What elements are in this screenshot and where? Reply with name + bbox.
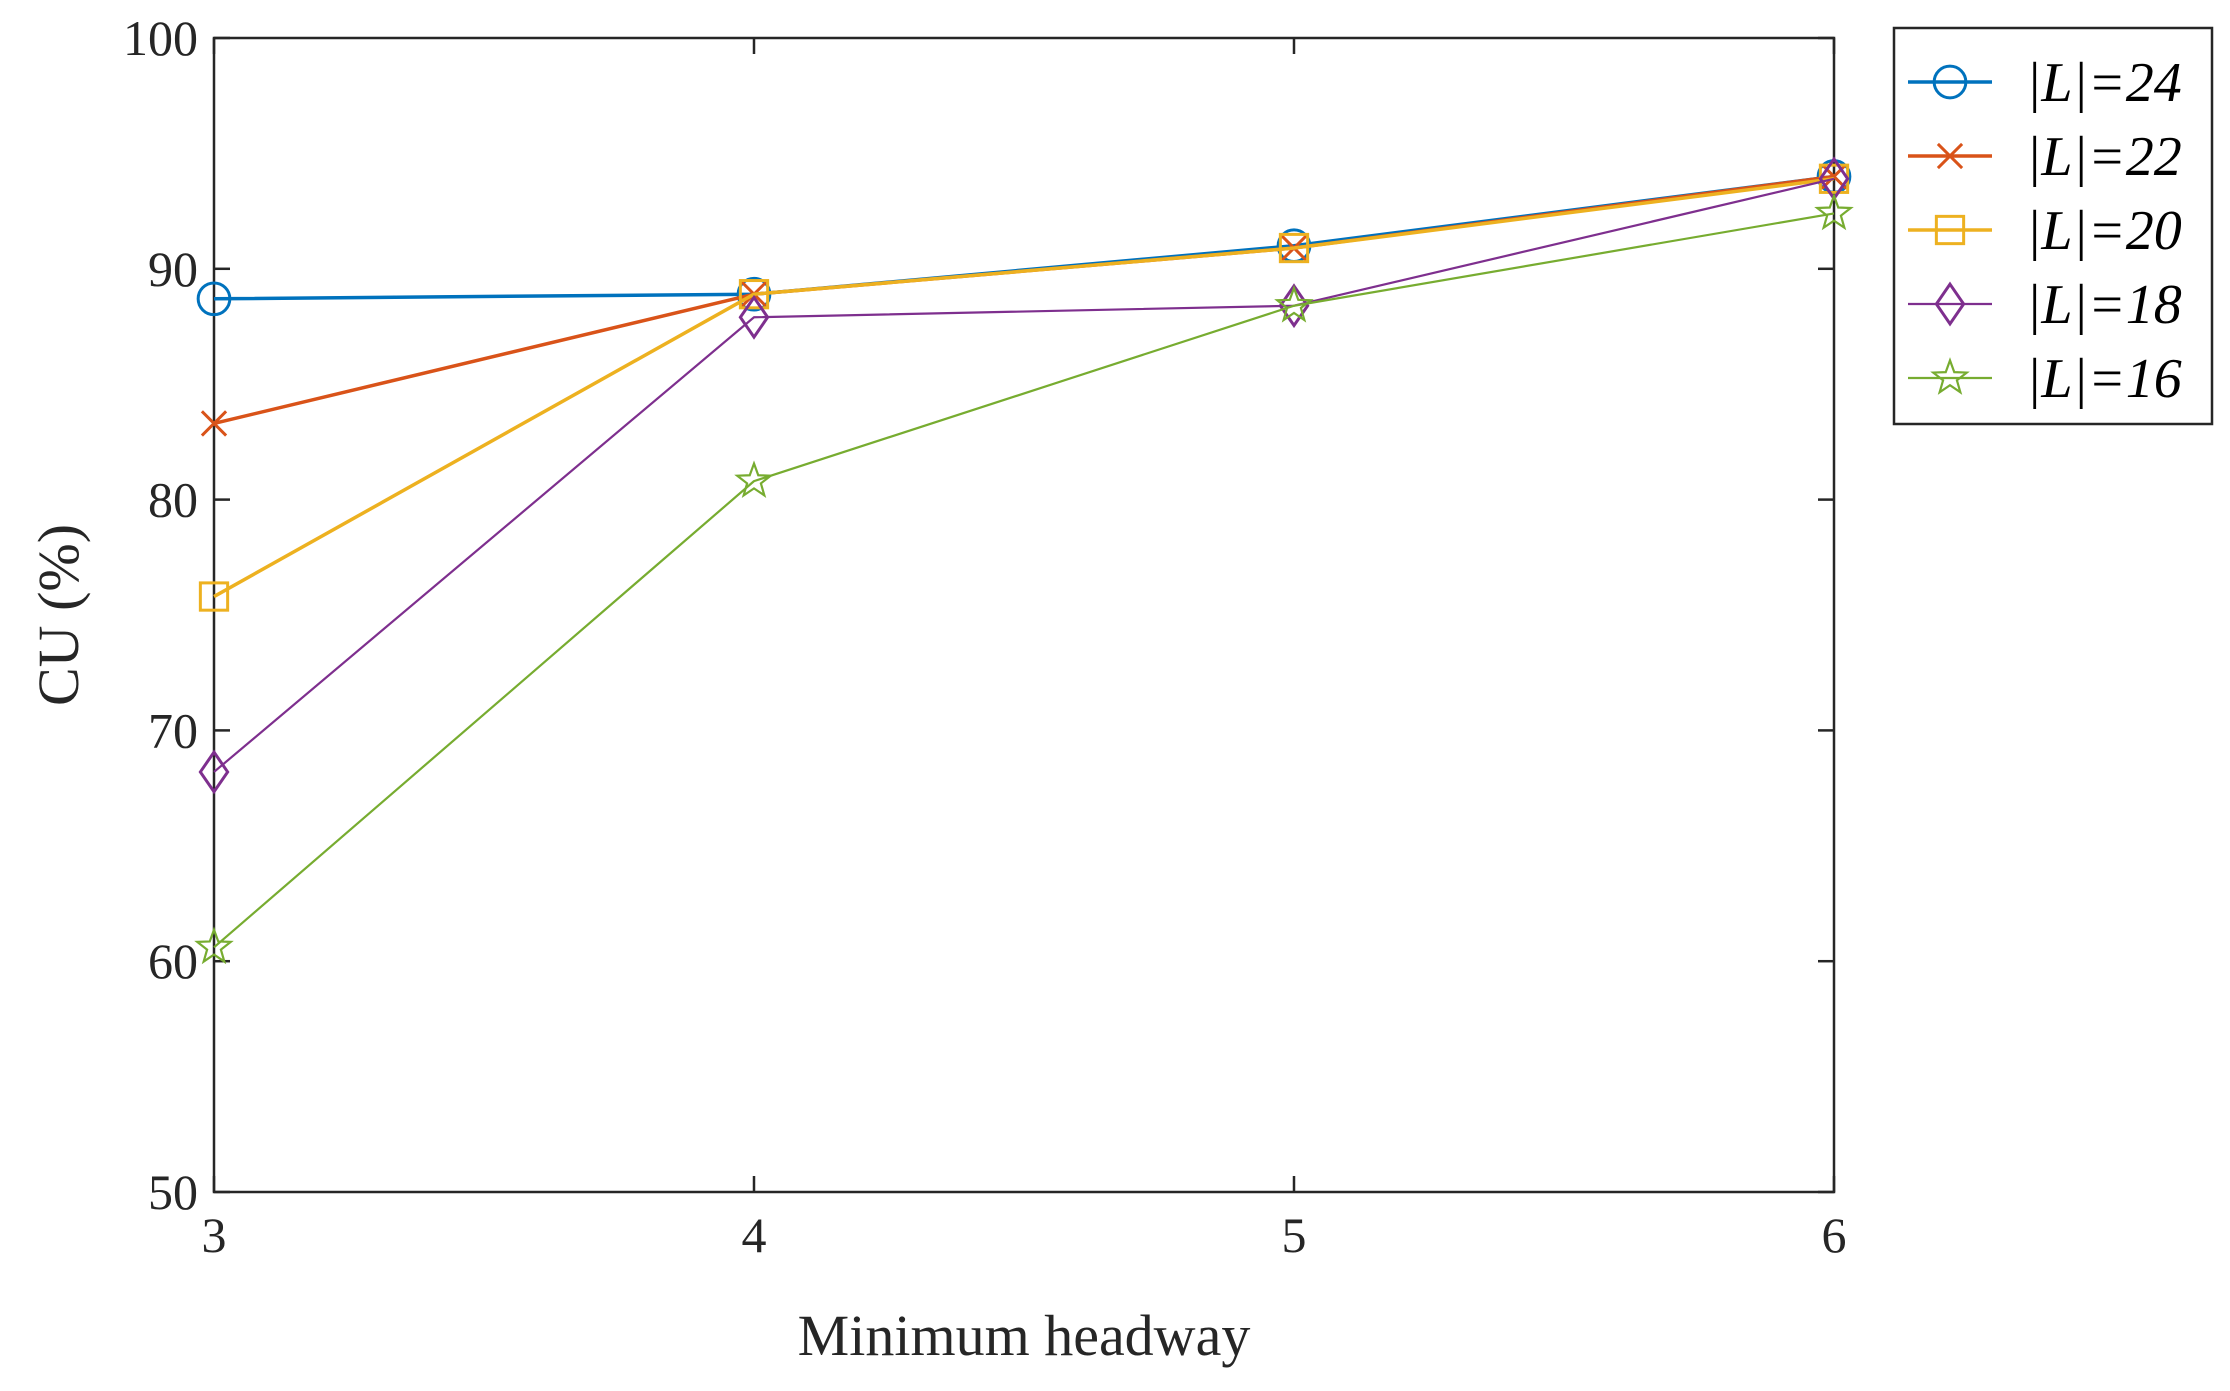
legend-label: |L|=16 bbox=[2026, 348, 2182, 410]
marker-circle bbox=[196, 281, 232, 317]
legend-item: |L|=20 bbox=[1908, 200, 2182, 262]
legend-item: |L|=16 bbox=[1908, 348, 2182, 410]
legend-box bbox=[1892, 26, 2214, 426]
marker-x bbox=[200, 410, 228, 437]
legend-label: |L|=22 bbox=[2026, 126, 2182, 188]
y-tick-label: 60 bbox=[148, 933, 198, 989]
x-tick-label: 6 bbox=[1822, 1207, 1847, 1263]
marker-star bbox=[194, 926, 234, 965]
series-line bbox=[213, 174, 1835, 301]
legend-label: |L|=18 bbox=[2026, 274, 2182, 336]
legend-item: |L|=24 bbox=[1908, 52, 2182, 114]
y-tick-label: 80 bbox=[148, 472, 198, 528]
series-circle bbox=[196, 159, 1852, 317]
legend-item: |L|=18 bbox=[1908, 274, 2182, 336]
marker-star bbox=[1930, 357, 1970, 395]
y-axis-label: CU (%) bbox=[26, 524, 91, 706]
axes-box bbox=[212, 36, 1836, 1194]
marker-diamond bbox=[1934, 281, 1966, 327]
marker-square bbox=[1278, 232, 1310, 264]
legend-items: |L|=24 |L|=22 |L|=20 |L|=18 |L|=16 bbox=[1908, 52, 2182, 410]
marker-star bbox=[1814, 192, 1854, 231]
tick-labels: 3 4 5 6 50 60 70 80 90 100 bbox=[123, 10, 1847, 1263]
marker-circle bbox=[1932, 64, 1968, 100]
y-tick-label: 90 bbox=[148, 241, 198, 297]
legend-label: |L|=20 bbox=[2026, 200, 2182, 262]
series-line bbox=[213, 177, 1835, 599]
series-line bbox=[213, 174, 1835, 426]
marker-diamond bbox=[738, 294, 770, 340]
marker-x bbox=[1936, 142, 1964, 170]
y-tick-label: 70 bbox=[148, 702, 198, 758]
legend-item: |L|=22 bbox=[1908, 126, 2182, 188]
series-line bbox=[213, 212, 1835, 949]
x-tick-label: 5 bbox=[1282, 1207, 1307, 1263]
y-tick-label: 50 bbox=[148, 1164, 198, 1220]
series-line bbox=[213, 177, 1835, 773]
series-star bbox=[194, 192, 1854, 965]
marker-square bbox=[198, 581, 230, 612]
axis-ticks bbox=[212, 36, 1836, 1194]
marker-square bbox=[1934, 214, 1966, 246]
marker-star bbox=[1274, 284, 1314, 323]
plot-area bbox=[194, 36, 1854, 1194]
series-square bbox=[198, 163, 1850, 612]
x-tick-label: 3 bbox=[202, 1207, 227, 1263]
x-tick-label: 4 bbox=[742, 1207, 767, 1263]
legend: |L|=24 |L|=22 |L|=20 |L|=18 |L|=16 bbox=[1892, 26, 2214, 426]
marker-star bbox=[734, 460, 774, 498]
y-tick-label: 100 bbox=[123, 10, 198, 66]
marker-square bbox=[738, 279, 770, 310]
x-axis-label: Minimum headway bbox=[798, 1303, 1251, 1368]
marker-diamond bbox=[198, 749, 230, 795]
legend-label: |L|=24 bbox=[2026, 52, 2182, 114]
series-layer bbox=[194, 156, 1854, 965]
